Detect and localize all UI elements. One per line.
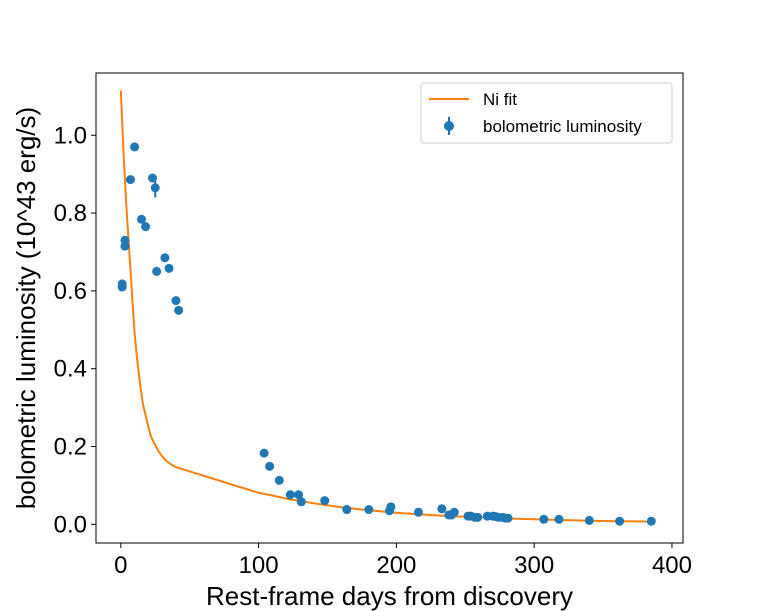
y-tick-label: 0.0 [54, 511, 87, 538]
legend-box [420, 82, 673, 144]
data-point [539, 514, 549, 524]
data-point [160, 253, 170, 263]
x-tick-label: 100 [239, 552, 279, 579]
data-point [141, 222, 151, 232]
data-point [171, 296, 181, 306]
series-layer [117, 90, 656, 526]
y-tick-label: 0.8 [54, 200, 87, 227]
data-point [164, 263, 174, 273]
x-axis-label: Rest-frame days from discovery [206, 581, 573, 611]
x-tick-label: 300 [514, 552, 554, 579]
data-point [342, 505, 352, 515]
legend: Ni fit bolometric luminosity [420, 82, 673, 144]
data-point [274, 475, 284, 485]
plot-frame [95, 72, 684, 544]
x-tick-label: 0 [114, 552, 127, 579]
data-point [413, 507, 423, 517]
data-point [294, 490, 304, 500]
data-point [152, 266, 162, 276]
y-tick-label: 0.6 [54, 278, 87, 305]
data-point [449, 507, 459, 517]
y-tick-label: 1.0 [54, 122, 87, 149]
y-tick-label: 0.2 [54, 434, 87, 461]
legend-label-bolometric-luminosity: bolometric luminosity [483, 117, 642, 136]
y-tick-label: 0.4 [54, 356, 87, 383]
data-point [130, 142, 140, 152]
data-point [259, 448, 269, 458]
ticks-layer: 0 100 200 300 400 0.0 0.2 0.4 0.6 0.8 1.0 [54, 122, 692, 579]
data-point [615, 516, 625, 526]
data-point [646, 516, 656, 526]
data-point [125, 175, 135, 185]
data-point [584, 515, 594, 525]
data-point [117, 279, 127, 289]
data-point [136, 214, 146, 224]
data-point [437, 504, 447, 514]
data-point [120, 235, 130, 245]
data-point [174, 305, 184, 315]
ni-fit-line [119, 90, 652, 523]
data-point [150, 183, 160, 193]
x-tick-label: 400 [652, 552, 692, 579]
data-point [320, 496, 330, 506]
data-point [296, 497, 306, 507]
data-point [554, 514, 564, 524]
data-point [386, 502, 396, 512]
data-point [473, 512, 483, 522]
legend-label-ni-fit: Ni fit [483, 90, 517, 109]
data-point [285, 490, 295, 500]
data-point [503, 513, 513, 523]
x-tick-label: 200 [376, 552, 416, 579]
data-point [364, 505, 374, 515]
data-point [265, 461, 275, 471]
legend-swatch-bolometric [444, 121, 454, 131]
y-axis-label: bolometric luminosity (10^43 erg/s) [11, 107, 41, 509]
